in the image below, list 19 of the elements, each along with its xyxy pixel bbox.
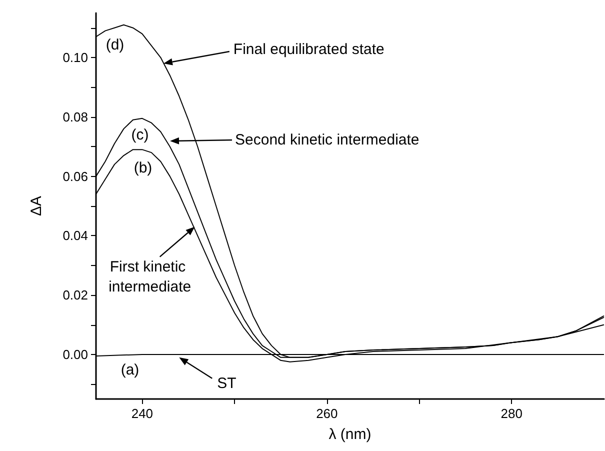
y-tick-label: 0.06 [62, 168, 88, 184]
annotation: First kinetic intermediate [108, 258, 192, 296]
x-tick-label: 280 [500, 406, 522, 421]
annotation: (a) [120, 362, 140, 378]
y-tick-label: 0.02 [62, 288, 88, 303]
x-tick-label: 260 [316, 406, 338, 421]
y-axis-title: ΔA [28, 196, 45, 216]
annotation: Final equilibrated state [233, 40, 384, 58]
x-tick-label: 240 [131, 406, 154, 421]
y-tick-label: 0.00 [62, 346, 88, 362]
annotation: Second kinetic intermediate [235, 132, 420, 148]
x-axis-title: λ (nm) [328, 426, 372, 443]
y-tick-label: 0.08 [62, 109, 88, 124]
y-tick-label: 0.10 [62, 50, 88, 66]
annotation: (b) [134, 160, 152, 176]
annotation: ST [217, 374, 236, 392]
y-tick-label: 0.04 [62, 228, 88, 244]
annotation: (c) [131, 126, 149, 144]
annotation: (d) [106, 36, 124, 54]
